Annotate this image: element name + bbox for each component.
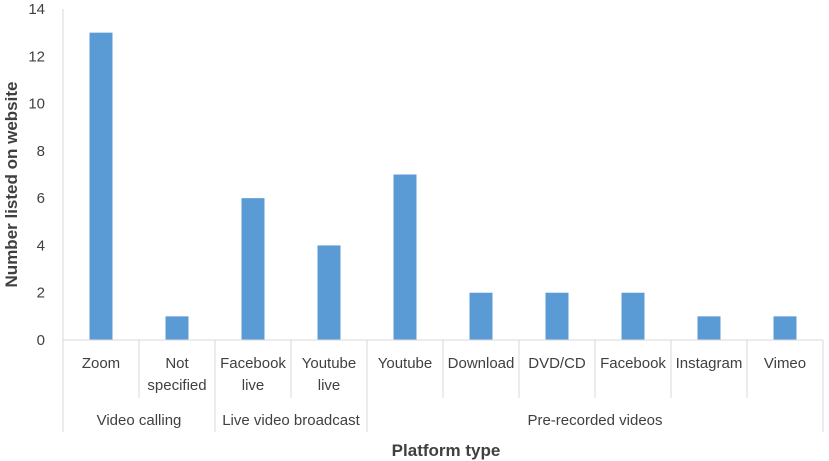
bar: [469, 292, 493, 340]
category-label: live: [318, 377, 341, 394]
y-tick-label: 2: [37, 285, 45, 302]
bar: [697, 316, 721, 340]
bar: [773, 316, 797, 340]
bar: [165, 316, 189, 340]
bar: [241, 198, 265, 340]
y-axis-ticks: 0 2 4 6 8 10 12 14: [28, 1, 45, 349]
x-axis-title: Platform type: [392, 441, 501, 460]
y-tick-label: 0: [37, 332, 45, 349]
group-label: Pre-recorded videos: [527, 412, 662, 429]
group-label: Live video broadcast: [222, 412, 360, 429]
category-label: Vimeo: [764, 355, 806, 372]
bar: [317, 245, 341, 340]
y-tick-label: 4: [37, 237, 45, 254]
category-label: DVD/CD: [528, 355, 586, 372]
category-label: Zoom: [82, 355, 120, 372]
bar: [89, 32, 113, 341]
bars: [89, 32, 797, 341]
y-tick-label: 10: [28, 96, 45, 113]
category-labels: Zoom Not specified Facebook live Youtube live Y…: [82, 355, 806, 394]
group-labels: Video calling Live video broadcast Pre-rec…: [97, 412, 663, 429]
y-axis-title: Number listed on website: [2, 82, 21, 288]
category-label: Youtube: [378, 355, 433, 372]
y-tick-label: 12: [28, 48, 45, 65]
y-tick-label: 14: [28, 1, 45, 18]
category-label: Facebook: [220, 355, 286, 372]
bar: [621, 292, 645, 340]
y-tick-label: 6: [37, 190, 45, 207]
bar: [545, 292, 569, 340]
y-tick-label: 8: [37, 143, 45, 160]
group-label: Video calling: [97, 412, 182, 429]
category-label: Download: [448, 355, 515, 372]
axes: [62, 9, 824, 432]
category-label: live: [242, 377, 265, 394]
category-label: Facebook: [600, 355, 666, 372]
category-label: Not: [165, 355, 189, 372]
category-label: specified: [147, 377, 206, 394]
category-label: Youtube: [302, 355, 357, 372]
category-label: Instagram: [676, 355, 743, 372]
bar: [393, 174, 417, 340]
